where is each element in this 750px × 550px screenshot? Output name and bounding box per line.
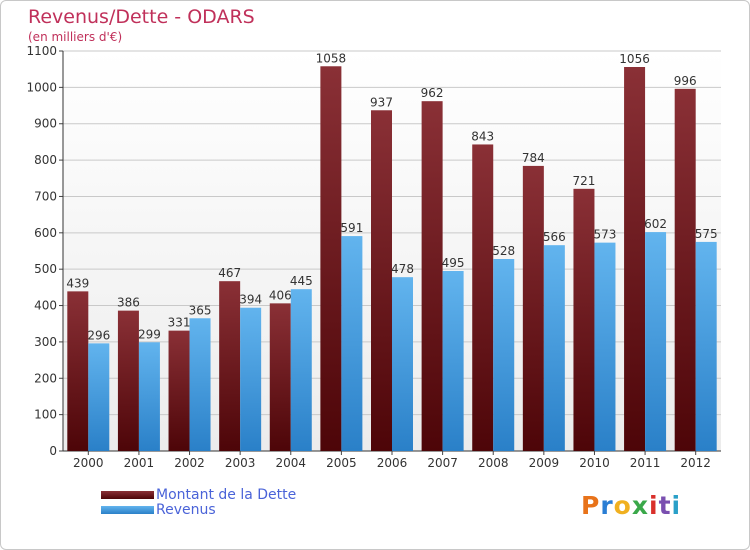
y-tick-label: 0 xyxy=(49,444,57,458)
bar-dette xyxy=(320,66,342,451)
x-tick-label: 2000 xyxy=(73,456,104,470)
data-label-revenus: 394 xyxy=(239,293,262,307)
bar-revenus xyxy=(543,245,565,451)
x-tick-label: 2010 xyxy=(579,456,610,470)
bar-dette xyxy=(269,303,291,451)
data-label-revenus: 296 xyxy=(87,328,110,342)
data-label-dette: 937 xyxy=(370,95,393,109)
data-label-dette: 721 xyxy=(573,174,596,188)
legend-item-dette: Montant de la Dette xyxy=(101,486,297,503)
bar-dette xyxy=(117,310,139,451)
data-label-dette: 1058 xyxy=(316,51,347,65)
x-tick-label: 2006 xyxy=(377,456,408,470)
data-label-revenus: 566 xyxy=(543,230,566,244)
y-tick-label: 300 xyxy=(34,335,57,349)
logo-letter: x xyxy=(631,491,649,520)
x-tick-label: 2007 xyxy=(427,456,458,470)
legend-label-dette: Montant de la Dette xyxy=(156,486,297,503)
y-tick-label: 700 xyxy=(34,189,57,203)
y-tick-label: 800 xyxy=(34,153,57,167)
logo-letter: i xyxy=(649,491,659,520)
data-label-revenus: 591 xyxy=(340,221,363,235)
bar-dette xyxy=(168,330,190,451)
bar-revenus xyxy=(290,289,312,451)
chart-title: Revenus/Dette - ODARS xyxy=(28,6,255,28)
data-label-revenus: 495 xyxy=(442,256,465,270)
data-label-revenus: 528 xyxy=(492,244,515,258)
data-label-dette: 996 xyxy=(674,74,697,88)
data-label-dette: 784 xyxy=(522,151,545,165)
x-tick-label: 2005 xyxy=(326,456,357,470)
data-label-dette: 467 xyxy=(218,266,241,280)
legend: Montant de la Dette Revenus xyxy=(101,486,297,518)
data-label-revenus: 299 xyxy=(138,327,161,341)
bar-revenus xyxy=(341,236,363,451)
legend-label-revenus: Revenus xyxy=(156,501,216,518)
bar-revenus xyxy=(594,242,616,451)
logo-letter: r xyxy=(600,491,614,520)
y-tick-label: 100 xyxy=(34,408,57,422)
logo-letter: t xyxy=(658,491,672,520)
data-label-revenus: 575 xyxy=(695,227,718,241)
bar-revenus xyxy=(392,277,413,451)
bar-revenus xyxy=(240,307,262,451)
proxiti-logo: Proxiti xyxy=(581,491,681,520)
bar-revenus xyxy=(138,342,160,451)
logo-letter: P xyxy=(581,491,601,520)
bar-revenus xyxy=(493,259,515,451)
logo-letter: i xyxy=(671,491,682,520)
x-tick-label: 2011 xyxy=(630,456,661,470)
data-label-revenus: 445 xyxy=(290,274,313,288)
bar-dette xyxy=(67,291,89,451)
bar-revenus xyxy=(695,241,717,451)
data-label-dette: 331 xyxy=(168,316,191,330)
x-tick-label: 2004 xyxy=(275,456,306,470)
data-label-dette: 843 xyxy=(471,129,494,143)
y-tick-label: 1100 xyxy=(26,44,57,58)
x-tick-label: 2012 xyxy=(680,456,711,470)
data-label-revenus: 602 xyxy=(644,217,667,231)
bar-revenus xyxy=(189,318,211,451)
y-tick-label: 1000 xyxy=(26,80,57,94)
bar-revenus xyxy=(645,232,667,451)
data-label-dette: 386 xyxy=(117,296,140,310)
data-label-dette: 1056 xyxy=(619,52,650,66)
x-tick-label: 2002 xyxy=(174,456,205,470)
y-tick-label: 500 xyxy=(34,262,57,276)
data-label-revenus: 573 xyxy=(594,228,617,242)
bar-dette xyxy=(371,110,392,451)
y-tick-label: 200 xyxy=(34,371,57,385)
data-label-dette: 406 xyxy=(269,288,292,302)
legend-swatch-revenus xyxy=(101,505,154,514)
bar-dette xyxy=(674,88,696,452)
data-label-dette: 439 xyxy=(66,276,89,290)
x-tick-label: 2001 xyxy=(124,456,155,470)
bar-dette xyxy=(573,188,595,451)
legend-item-revenus: Revenus xyxy=(101,501,296,518)
chart-subtitle: (en milliers d'€) xyxy=(28,30,123,44)
data-label-revenus: 478 xyxy=(391,262,414,276)
data-label-dette: 962 xyxy=(421,86,444,100)
bar-dette xyxy=(421,101,443,451)
logo-letter: o xyxy=(613,491,632,520)
bar-revenus xyxy=(442,271,464,451)
x-tick-label: 2003 xyxy=(225,456,256,470)
bar-dette xyxy=(219,281,241,451)
legend-swatch-dette xyxy=(101,490,154,499)
data-label-revenus: 365 xyxy=(189,303,212,317)
x-tick-label: 2008 xyxy=(478,456,509,470)
bar-dette xyxy=(522,165,544,451)
bar-revenus xyxy=(88,343,110,451)
bar-dette xyxy=(624,67,646,451)
y-tick-label: 600 xyxy=(34,226,57,240)
bar-dette xyxy=(472,144,494,452)
y-tick-label: 400 xyxy=(34,299,57,313)
y-tick-label: 900 xyxy=(34,117,57,131)
x-tick-label: 2009 xyxy=(529,456,560,470)
